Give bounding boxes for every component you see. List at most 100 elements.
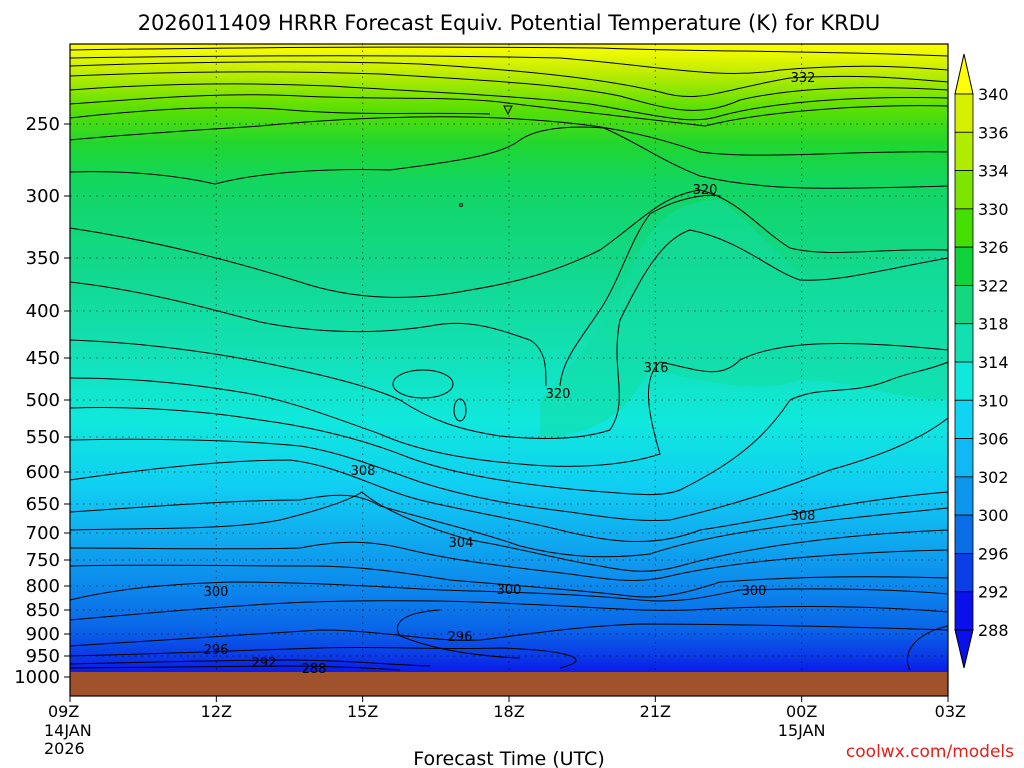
contour-line [69, 189, 949, 298]
x-tick-label: 09Z [48, 702, 79, 721]
colorbar-label: 292 [978, 583, 1009, 602]
x-tick-date: 14JAN [44, 721, 92, 740]
contour-line [69, 361, 949, 496]
y-tick-label: 400 [26, 301, 60, 322]
contour-line [69, 459, 949, 542]
contour-closed [503, 105, 513, 116]
colorbar-label: 322 [978, 276, 1009, 295]
x-axis-label: Forecast Time (UTC) [413, 748, 604, 768]
contour-line [69, 491, 949, 572]
colorbar-swatch [954, 93, 974, 133]
contour-line [559, 194, 721, 387]
contour-line [69, 581, 949, 602]
contour-label: 304 [449, 536, 474, 551]
colorbar-swatch [954, 170, 974, 210]
ground [70, 672, 948, 696]
colorbar-swatch [954, 323, 974, 363]
contour-line [69, 659, 431, 667]
contour-label: 308 [791, 509, 816, 524]
contour-line [69, 83, 949, 121]
contour-closed [392, 369, 454, 399]
contour-line [69, 342, 949, 467]
x-tick-year: 2026 [44, 739, 85, 758]
colorbar-bottom-arrow [954, 629, 974, 669]
colorbar-swatch [954, 591, 974, 631]
x-tick-label: 21Z [640, 702, 671, 721]
x-tick-label: 00Z [786, 702, 817, 721]
y-tick-label: 750 [26, 550, 60, 571]
contour-line [69, 94, 949, 127]
y-tick-label: 500 [26, 390, 60, 411]
colorbar-label: 318 [978, 315, 1009, 334]
contour-closed [453, 398, 467, 422]
contour-line [69, 564, 949, 598]
contour-label: 296 [448, 630, 473, 645]
y-axis: 250 300 350 400 450 500 550 600 650 700 750 800 850 9… [14, 114, 70, 688]
contour-line [69, 646, 577, 669]
x-tick-label: 18Z [493, 702, 524, 721]
colorbar-swatch [954, 131, 974, 171]
y-tick-label: 300 [26, 186, 60, 207]
colorbar-label: 336 [978, 123, 1009, 142]
contour-line [397, 609, 521, 659]
contour-label: 320 [546, 387, 571, 402]
y-tick-label: 800 [26, 576, 60, 597]
colorbar-label: 302 [978, 468, 1009, 487]
contour-label: 288 [302, 662, 327, 677]
contour-label: 300 [497, 583, 522, 598]
contour-line [69, 107, 491, 119]
contour-label: 300 [742, 584, 767, 599]
y-tick-label: 950 [26, 646, 60, 667]
colorbar-swatch [954, 285, 974, 325]
contour-label: 300 [204, 585, 229, 600]
colorbar: 340 336 334 330 326 322 318 314 310 306 302 300 296 2… [954, 53, 1009, 669]
contour-line [69, 494, 949, 558]
colorbar-label: 296 [978, 544, 1009, 563]
y-tick-label: 850 [26, 600, 60, 621]
y-tick-label: 350 [26, 248, 60, 269]
colorbar-label: 310 [978, 391, 1009, 410]
x-tick-date: 15JAN [778, 721, 826, 740]
contour-labels: 332 320 320 316 308 308 304 300 300 300 296 296 292 2… [204, 71, 816, 677]
contour-label: 292 [252, 656, 277, 671]
contour-line [69, 61, 949, 98]
contour-line [69, 229, 949, 439]
contour-line [69, 71, 949, 111]
colorbar-label: 340 [978, 85, 1009, 104]
contour-line [69, 623, 949, 647]
colorbar-label: 334 [978, 162, 1009, 181]
colorbar-swatch [954, 399, 974, 439]
colorbar-label: 306 [978, 430, 1009, 449]
contour-line [69, 55, 949, 74]
contour-line [69, 417, 949, 522]
contour-line [69, 600, 949, 621]
colorbar-swatch [954, 208, 974, 248]
colorbar-swatch [954, 361, 974, 401]
plot-area [69, 43, 949, 697]
colorbar-swatch [954, 476, 974, 516]
colorbar-swatch [954, 438, 974, 478]
colorbar-swatch [954, 246, 974, 286]
contour-label: 316 [644, 361, 669, 376]
contour-line [907, 625, 949, 671]
colorbar-swatch [954, 514, 974, 554]
y-tick-label: 250 [26, 114, 60, 135]
contour-line [69, 126, 949, 189]
colorbar-label: 330 [978, 200, 1009, 219]
contour-line [69, 46, 949, 57]
y-tick-label: 1000 [14, 667, 60, 688]
colorbar-top-arrow [954, 53, 974, 95]
contour-line [69, 665, 401, 671]
contour-region-316 [540, 200, 948, 440]
y-tick-label: 650 [26, 494, 60, 515]
colorbar-label: 300 [978, 506, 1009, 525]
y-tick-label: 600 [26, 462, 60, 483]
contour-label: 308 [351, 464, 376, 479]
y-tick-label: 700 [26, 523, 60, 544]
y-tick-label: 450 [26, 348, 60, 369]
contour-line [69, 116, 949, 156]
colorbar-label: 326 [978, 238, 1009, 257]
contour-lines [69, 46, 949, 671]
x-tick-label: 12Z [201, 702, 232, 721]
